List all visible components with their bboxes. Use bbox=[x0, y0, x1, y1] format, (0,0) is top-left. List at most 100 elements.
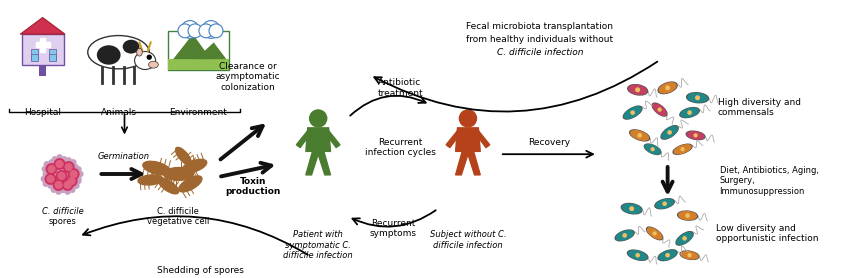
Circle shape bbox=[54, 162, 59, 167]
Circle shape bbox=[49, 160, 54, 165]
Circle shape bbox=[50, 182, 55, 188]
Circle shape bbox=[45, 171, 50, 176]
Circle shape bbox=[59, 165, 64, 170]
Circle shape bbox=[56, 176, 61, 181]
FancyBboxPatch shape bbox=[168, 31, 229, 70]
Circle shape bbox=[52, 172, 57, 177]
Bar bbox=[39, 38, 45, 52]
Circle shape bbox=[651, 148, 654, 151]
Polygon shape bbox=[476, 131, 489, 148]
Circle shape bbox=[45, 174, 56, 184]
Circle shape bbox=[69, 187, 75, 192]
Ellipse shape bbox=[87, 36, 149, 69]
Ellipse shape bbox=[678, 211, 698, 220]
Circle shape bbox=[54, 159, 65, 169]
Ellipse shape bbox=[148, 61, 159, 68]
Ellipse shape bbox=[687, 132, 704, 139]
Circle shape bbox=[75, 178, 81, 183]
FancyBboxPatch shape bbox=[21, 34, 63, 65]
Circle shape bbox=[74, 174, 79, 179]
Circle shape bbox=[69, 178, 75, 184]
Circle shape bbox=[55, 177, 60, 182]
Ellipse shape bbox=[630, 130, 650, 141]
Circle shape bbox=[63, 178, 68, 183]
Ellipse shape bbox=[629, 85, 646, 94]
Bar bbox=[39, 65, 46, 76]
Ellipse shape bbox=[621, 203, 642, 214]
Circle shape bbox=[58, 173, 65, 179]
Circle shape bbox=[78, 172, 83, 177]
Polygon shape bbox=[306, 152, 319, 175]
Circle shape bbox=[636, 254, 639, 257]
Ellipse shape bbox=[653, 104, 666, 115]
Circle shape bbox=[63, 162, 69, 167]
Circle shape bbox=[631, 111, 634, 114]
Ellipse shape bbox=[616, 231, 633, 240]
Circle shape bbox=[43, 181, 48, 186]
Circle shape bbox=[64, 183, 69, 188]
Ellipse shape bbox=[143, 161, 170, 175]
Circle shape bbox=[51, 162, 56, 167]
Text: Fecal microbiota transplantation: Fecal microbiota transplantation bbox=[466, 23, 614, 31]
Circle shape bbox=[61, 187, 66, 192]
Circle shape bbox=[188, 24, 202, 38]
Circle shape bbox=[62, 169, 67, 174]
Circle shape bbox=[58, 182, 63, 188]
Bar bbox=[49, 54, 56, 61]
Ellipse shape bbox=[628, 85, 648, 95]
Circle shape bbox=[638, 134, 641, 137]
Circle shape bbox=[60, 187, 65, 192]
Circle shape bbox=[71, 160, 76, 165]
Ellipse shape bbox=[680, 251, 699, 259]
Ellipse shape bbox=[661, 126, 678, 139]
Ellipse shape bbox=[658, 250, 677, 260]
Circle shape bbox=[663, 202, 666, 205]
Ellipse shape bbox=[681, 252, 698, 259]
Polygon shape bbox=[297, 131, 310, 148]
Text: C. difficile: C. difficile bbox=[42, 207, 83, 216]
Circle shape bbox=[48, 183, 53, 188]
Circle shape bbox=[199, 24, 213, 38]
Ellipse shape bbox=[662, 126, 677, 138]
Circle shape bbox=[74, 183, 79, 188]
Circle shape bbox=[47, 176, 54, 182]
Bar bbox=[31, 54, 38, 61]
Circle shape bbox=[69, 172, 75, 177]
Circle shape bbox=[66, 176, 71, 181]
Circle shape bbox=[57, 161, 63, 167]
Text: Toxin
production: Toxin production bbox=[225, 177, 281, 196]
Circle shape bbox=[46, 164, 57, 174]
Polygon shape bbox=[456, 152, 469, 175]
Circle shape bbox=[66, 158, 71, 163]
Ellipse shape bbox=[179, 176, 202, 192]
Circle shape bbox=[73, 165, 78, 170]
Circle shape bbox=[42, 167, 47, 172]
Ellipse shape bbox=[648, 228, 662, 239]
Circle shape bbox=[69, 178, 75, 183]
Ellipse shape bbox=[656, 199, 673, 208]
Text: spores: spores bbox=[49, 217, 76, 225]
Text: Patient with
symptomatic C.
difficile infection: Patient with symptomatic C. difficile in… bbox=[284, 230, 353, 260]
Circle shape bbox=[65, 176, 70, 181]
Ellipse shape bbox=[631, 131, 649, 140]
Circle shape bbox=[60, 178, 65, 183]
Circle shape bbox=[653, 232, 656, 235]
Text: Animals: Animals bbox=[100, 108, 136, 117]
Circle shape bbox=[72, 182, 77, 188]
Ellipse shape bbox=[644, 144, 661, 155]
Circle shape bbox=[62, 157, 67, 162]
Ellipse shape bbox=[615, 230, 634, 241]
Ellipse shape bbox=[159, 178, 178, 194]
Ellipse shape bbox=[135, 51, 155, 70]
Polygon shape bbox=[195, 43, 226, 59]
Ellipse shape bbox=[182, 159, 207, 173]
Ellipse shape bbox=[673, 144, 692, 154]
Circle shape bbox=[56, 189, 61, 194]
Circle shape bbox=[630, 207, 633, 210]
Circle shape bbox=[66, 176, 77, 186]
Text: Hospital: Hospital bbox=[24, 108, 61, 117]
Circle shape bbox=[683, 237, 686, 240]
Circle shape bbox=[64, 182, 71, 188]
Circle shape bbox=[51, 178, 57, 183]
Polygon shape bbox=[306, 128, 331, 152]
